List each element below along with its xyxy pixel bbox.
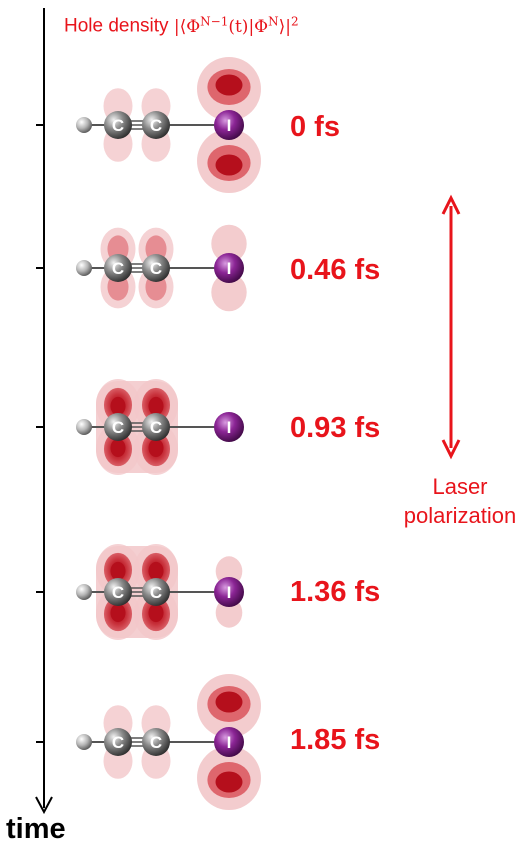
iodine-density-lobe-core (215, 771, 243, 793)
formula-part-3: ⟩| (278, 16, 291, 37)
iodine-atom (214, 412, 244, 442)
laser-label-line-2: polarization (403, 503, 517, 528)
iodine-density-lobe-outer (211, 273, 247, 312)
formula-part-2: (t)|Φ (228, 16, 269, 37)
carbon-atom-label: C (150, 116, 162, 135)
carbon-atom-1 (104, 578, 132, 606)
iodine-atom-label: I (227, 583, 232, 602)
frames: C C I C C I C C I C C I C C I (36, 57, 261, 810)
carbon-atom-1 (104, 111, 132, 139)
carbon-atom-label: C (150, 259, 162, 278)
iodine-atom (214, 727, 244, 757)
carbon-atom-label: C (150, 418, 162, 437)
carbon-density-lobe-core (110, 396, 126, 416)
carbon-atom-label: C (112, 259, 124, 278)
hydrogen-atom (76, 734, 92, 750)
iodine-atom (214, 110, 244, 140)
carbon-density-lobe-core (110, 438, 126, 458)
carbon-density-lobe-core (148, 438, 164, 458)
figure-title: Hole density |⟨ΦN−1(t)|ΦN⟩|2 (64, 14, 299, 38)
carbon-atom-label: C (112, 116, 124, 135)
carbon-density-lobe-core (148, 603, 164, 623)
iodine-hole-density (197, 674, 261, 810)
iodine-atom (214, 253, 244, 283)
time-label-2: 0.93 fs (290, 412, 381, 444)
iodine-density-lobe-outer (211, 224, 247, 263)
hydrogen-atom (76, 260, 92, 276)
hydrogen-atom (76, 117, 92, 133)
title-prefix: Hole density (64, 15, 174, 37)
carbon-hole-density (96, 544, 178, 640)
iodine-density-lobe-core (215, 691, 243, 713)
carbon-atom-2 (142, 111, 170, 139)
iodine-hole-density (197, 57, 261, 193)
carbon-atom-label: C (150, 733, 162, 752)
hydrogen-atom (76, 584, 92, 600)
time-label-4: 1.85 fs (290, 724, 381, 756)
iodine-atom-label: I (227, 733, 232, 752)
carbon-density-lobe-core (148, 396, 164, 416)
formula-sup-2: N (268, 14, 279, 28)
carbon-atom-label: C (150, 583, 162, 602)
formula-sup-1: N−1 (200, 14, 229, 28)
time-axis-arrowhead (35, 796, 53, 815)
time-label-1: 0.46 fs (290, 254, 381, 286)
time-label-0: 0 fs (290, 111, 340, 143)
formula-sup-3: 2 (290, 14, 299, 28)
hydrogen-atom (76, 419, 92, 435)
carbon-atom-1 (104, 728, 132, 756)
formula-part-1: |⟨Φ (173, 16, 201, 37)
laser-arrowhead-bottom (441, 439, 461, 460)
carbon-atom-label: C (112, 733, 124, 752)
carbon-atom-2 (142, 578, 170, 606)
carbon-atom-label: C (112, 583, 124, 602)
title-formula: |⟨ΦN−1(t)|ΦN⟩|2 (173, 14, 299, 37)
carbon-atom-1 (104, 413, 132, 441)
carbon-atom-2 (142, 728, 170, 756)
carbon-density-lobe-core (148, 561, 164, 581)
time-label-3: 1.36 fs (290, 576, 381, 608)
carbon-density-lobe-core (110, 603, 126, 623)
iodine-density-lobe-core (215, 74, 243, 96)
laser-label-line-1: Laser (432, 474, 488, 499)
carbon-density-lobe-core (110, 561, 126, 581)
carbon-atom-2 (142, 413, 170, 441)
iodine-hole-density (211, 224, 247, 312)
iodine-atom-label: I (227, 418, 232, 437)
carbon-atom-1 (104, 254, 132, 282)
time-axis-label: time (6, 813, 66, 845)
laser-arrowhead-top (441, 194, 461, 215)
iodine-atom-label: I (227, 259, 232, 278)
carbon-atom-2 (142, 254, 170, 282)
iodine-density-lobe-core (215, 154, 243, 176)
carbon-atom-label: C (112, 418, 124, 437)
iodine-atom-label: I (227, 116, 232, 135)
carbon-hole-density (96, 379, 178, 475)
iodine-atom (214, 577, 244, 607)
laser-polarization-label: Laser polarization (400, 472, 520, 530)
